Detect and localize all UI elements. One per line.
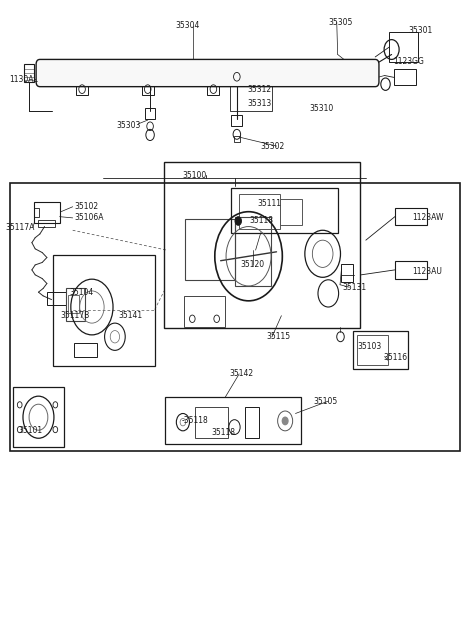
Bar xyxy=(34,202,60,223)
Bar xyxy=(234,217,271,286)
Text: 35118: 35118 xyxy=(211,428,235,436)
Text: 35105: 35105 xyxy=(313,397,338,405)
Bar xyxy=(245,407,259,438)
Bar xyxy=(207,82,219,95)
Bar xyxy=(231,68,242,83)
Bar xyxy=(142,82,154,95)
Bar xyxy=(195,407,228,438)
Text: 35117B: 35117B xyxy=(60,311,89,320)
Text: 1130AL: 1130AL xyxy=(9,75,38,84)
Bar xyxy=(76,82,88,95)
Bar xyxy=(357,335,388,365)
Text: 35142: 35142 xyxy=(230,370,254,378)
Bar xyxy=(184,296,225,327)
Text: 35313: 35313 xyxy=(248,100,272,108)
Text: 35312: 35312 xyxy=(248,85,272,93)
Text: 35305: 35305 xyxy=(328,18,353,27)
Bar xyxy=(353,331,408,369)
Text: -35118: -35118 xyxy=(182,417,209,425)
Bar xyxy=(66,288,85,321)
Bar xyxy=(74,343,97,357)
Bar xyxy=(47,292,66,305)
Text: 35141: 35141 xyxy=(118,311,142,320)
Text: 35303: 35303 xyxy=(116,121,141,129)
Text: 35117A: 35117A xyxy=(6,223,35,232)
Text: 35120: 35120 xyxy=(240,261,264,269)
Text: 35104: 35104 xyxy=(69,288,94,297)
Bar xyxy=(395,208,427,225)
Text: 35102: 35102 xyxy=(74,202,98,211)
Text: 1123AU: 1123AU xyxy=(412,267,442,275)
Text: 35301: 35301 xyxy=(408,27,432,35)
Bar xyxy=(341,264,353,282)
Text: 35302: 35302 xyxy=(261,142,285,150)
Text: 1123AW: 1123AW xyxy=(412,214,443,222)
Bar xyxy=(239,194,280,229)
Bar xyxy=(395,261,427,279)
Text: 35115: 35115 xyxy=(266,332,290,341)
Text: 35131: 35131 xyxy=(342,283,366,292)
FancyBboxPatch shape xyxy=(36,59,379,87)
Text: 35116: 35116 xyxy=(384,353,408,362)
Bar xyxy=(280,199,302,225)
Bar xyxy=(38,220,55,227)
Bar xyxy=(231,188,338,233)
Bar xyxy=(164,162,360,328)
Bar xyxy=(68,295,79,313)
Text: 35118: 35118 xyxy=(250,217,273,225)
Text: 1123GG: 1123GG xyxy=(393,58,424,66)
Bar xyxy=(389,32,418,62)
Circle shape xyxy=(235,217,242,225)
Bar xyxy=(185,219,234,280)
Bar xyxy=(53,255,155,366)
Bar xyxy=(165,397,301,444)
Bar xyxy=(231,115,242,126)
Bar xyxy=(13,387,64,447)
Bar xyxy=(24,64,34,82)
Bar xyxy=(10,183,460,451)
Bar xyxy=(230,77,272,111)
Text: 35310: 35310 xyxy=(310,105,334,113)
Text: 35106A: 35106A xyxy=(74,214,104,222)
Bar xyxy=(34,208,39,217)
Text: 35100: 35100 xyxy=(182,171,206,180)
Text: 35304: 35304 xyxy=(176,22,200,30)
Bar xyxy=(394,69,416,85)
Text: 35103: 35103 xyxy=(357,342,382,351)
Bar xyxy=(145,108,155,119)
Circle shape xyxy=(282,417,288,425)
Bar xyxy=(234,136,240,142)
Text: 35111: 35111 xyxy=(257,199,281,207)
Text: 35101: 35101 xyxy=(19,426,43,435)
